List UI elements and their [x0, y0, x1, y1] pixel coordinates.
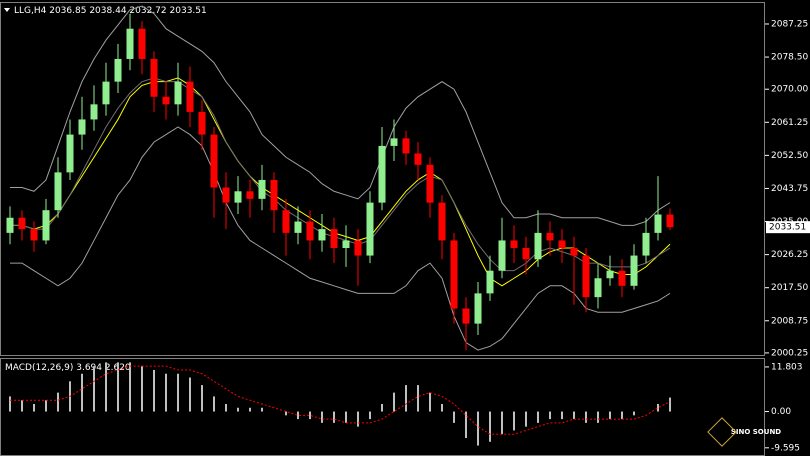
candle-body	[654, 214, 662, 233]
candle-body	[198, 111, 206, 135]
y-tick-label: 2043.75	[771, 184, 808, 194]
candle-body	[426, 164, 434, 203]
candle-body	[126, 28, 134, 59]
candle-body	[510, 240, 518, 249]
candle-body	[306, 221, 314, 241]
candle-body	[354, 240, 362, 256]
candle-body	[450, 240, 458, 309]
candle-body	[270, 179, 278, 211]
price-tag-label: 2033.51	[769, 223, 806, 233]
header: LLG,H4 2036.85 2038.44 2032.72 2033.51	[14, 6, 207, 16]
candle-body	[102, 81, 110, 105]
y-tick-label: 2026.25	[771, 250, 808, 260]
candle-body	[282, 210, 290, 233]
candle-body	[474, 293, 482, 324]
macd-title: MACD(12,26,9)	[5, 363, 73, 373]
y-tick-label: 2070.00	[771, 85, 808, 95]
candle-body	[582, 255, 590, 298]
candle-body	[162, 96, 170, 105]
macd-value: 3.694	[76, 363, 102, 373]
candle-body	[18, 217, 26, 230]
main-frame	[0, 2, 765, 356]
candle-body	[642, 232, 650, 256]
last-close: 2033.51	[170, 6, 207, 16]
candle-body	[342, 240, 350, 249]
candle-body	[366, 202, 374, 256]
candle-body	[534, 232, 542, 260]
last-open: 2036.85	[49, 6, 86, 16]
candle-body	[150, 58, 158, 97]
candle-body	[462, 308, 470, 324]
y-tick-label: 2078.50	[771, 53, 808, 63]
y-tick-label: 2017.50	[771, 283, 808, 293]
candle-body	[630, 255, 638, 286]
candle-body	[258, 179, 266, 199]
candle-body	[414, 153, 422, 165]
menu-arrow[interactable]	[4, 8, 10, 12]
last-low: 2032.72	[129, 6, 166, 16]
candle-body	[6, 217, 14, 233]
candle-body	[210, 134, 218, 188]
y-tick-label: 2061.25	[771, 118, 808, 128]
signal-line	[10, 365, 671, 435]
candle-body	[486, 270, 494, 294]
candle-body	[378, 145, 386, 203]
y-tick-label: -9.595	[771, 443, 800, 453]
candle-body	[42, 210, 50, 241]
indicator-line	[10, 5, 671, 226]
candle-body	[546, 232, 554, 241]
candle-body	[54, 172, 62, 211]
y-tick-label: 2087.25	[771, 19, 808, 29]
candle-body	[90, 104, 98, 120]
y-tick-label: 11.803	[771, 362, 803, 372]
indicator-line	[10, 126, 671, 351]
candle-body	[330, 229, 338, 249]
candle-body	[318, 229, 326, 241]
symbol: LLG,H4	[14, 6, 47, 16]
candle-body	[234, 191, 242, 203]
y-tick-label: 0.00	[771, 407, 791, 417]
candle-body	[78, 119, 86, 135]
logo	[707, 417, 737, 447]
candle-body	[594, 278, 602, 298]
candle-body	[570, 248, 578, 256]
y-tick-label: 2000.25	[771, 348, 808, 358]
candle-body	[522, 248, 530, 260]
candle-body	[390, 138, 398, 146]
last-high: 2038.44	[89, 6, 126, 16]
candle-body	[66, 134, 74, 173]
candle-body	[294, 221, 302, 233]
price-tag	[766, 221, 810, 234]
indicator-line	[10, 77, 671, 287]
candle-body	[30, 229, 38, 241]
y-tick-label: 2052.50	[771, 151, 808, 161]
candle-body	[606, 270, 614, 279]
candle-body	[222, 187, 230, 203]
candle-body	[174, 81, 182, 105]
candle-body	[138, 28, 146, 59]
candle-body	[186, 81, 194, 112]
candle-body	[438, 202, 446, 241]
indicator-line	[10, 77, 671, 272]
candle-body	[402, 138, 410, 154]
watermark: SINO SOUND	[731, 428, 781, 436]
candle-body	[558, 240, 566, 249]
candle-body	[498, 240, 506, 271]
macd-header: MACD(12,26,9) 3.694 2.620	[5, 363, 131, 373]
candle-body	[114, 58, 122, 82]
candle-body	[246, 191, 254, 199]
candle-body	[618, 270, 626, 286]
candle-body	[666, 214, 674, 228]
y-tick-label: 2008.75	[771, 316, 808, 326]
